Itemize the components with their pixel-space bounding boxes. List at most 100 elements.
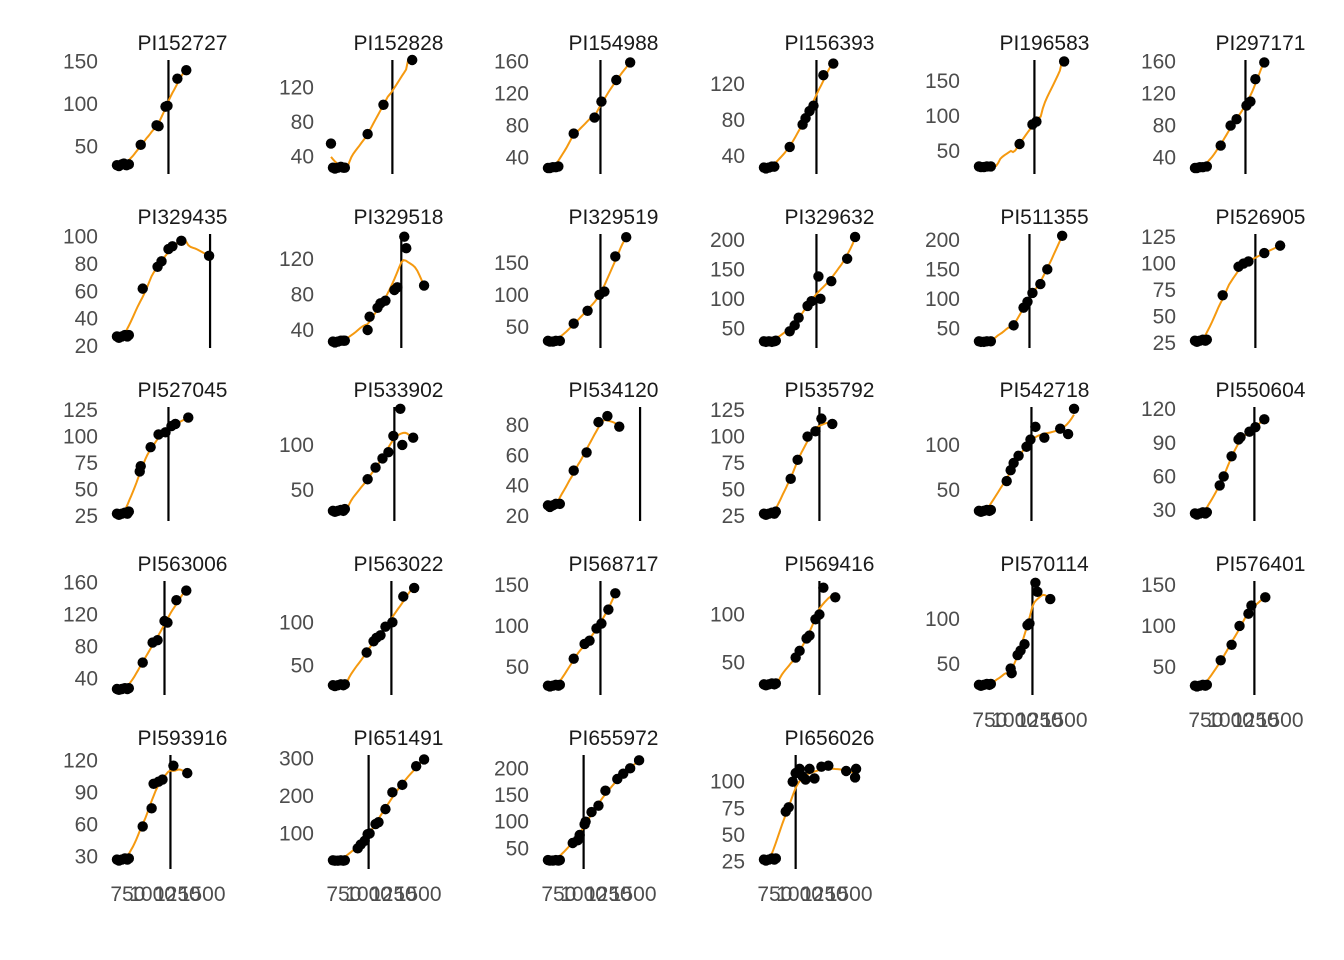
data-point (554, 498, 566, 510)
data-point (814, 609, 825, 620)
fit-curve (979, 60, 1065, 168)
panel-pi297171: PI297171 40 80 120 160 (1141, 32, 1305, 174)
y-tick-label: 150 (494, 574, 529, 597)
y-tick-label: 50 (722, 317, 745, 340)
y-tick-label: 150 (494, 252, 529, 275)
panel-title: PI563022 (354, 553, 444, 576)
y-tick-label: 80 (291, 111, 314, 134)
y-tick-label: 90 (75, 781, 98, 804)
data-point (840, 765, 852, 777)
data-point (397, 439, 408, 451)
panel-title: PI329435 (138, 206, 228, 229)
data-point (1030, 577, 1041, 589)
x-tick-label: 1250 (585, 883, 632, 906)
panel-title: PI569416 (785, 553, 875, 576)
panel-title: PI527045 (138, 379, 228, 402)
panel-title: PI152828 (354, 32, 444, 55)
y-tick-label: 25 (75, 505, 98, 528)
x-tick-label: 750 (541, 883, 576, 906)
data-point (123, 329, 135, 341)
data-point (135, 460, 146, 472)
data-point (399, 231, 410, 242)
data-point (614, 421, 625, 432)
data-point (610, 588, 621, 599)
y-tick-label: 200 (925, 229, 960, 252)
y-tick-label: 50 (1153, 656, 1176, 679)
y-tick-label: 25 (722, 851, 745, 874)
data-point (849, 772, 861, 783)
data-point (1259, 414, 1270, 425)
y-tick-label: 200 (279, 785, 314, 808)
y-tick-label: 90 (1153, 432, 1176, 455)
y-tick-label: 80 (722, 109, 745, 132)
data-point (580, 816, 591, 827)
data-point (624, 763, 636, 774)
y-tick-label: 60 (75, 813, 98, 836)
data-point (568, 653, 579, 664)
data-point (339, 335, 351, 346)
data-point (135, 139, 146, 151)
data-point (387, 787, 398, 798)
panel-title: PI196583 (1000, 32, 1090, 55)
y-tick-label: 100 (494, 284, 529, 307)
data-point (157, 774, 168, 785)
panel-pi329435: PI329435 20 40 60 80 100 (63, 206, 228, 358)
data-point (818, 582, 829, 593)
y-tick-label: 40 (1153, 147, 1176, 170)
y-tick-label: 40 (722, 145, 745, 168)
data-point (1250, 74, 1261, 85)
panel-title: PI576401 (1216, 553, 1306, 576)
data-point (770, 506, 782, 517)
data-point (603, 604, 614, 615)
x-tick-label: 750 (972, 709, 1007, 732)
data-point (770, 678, 782, 689)
panel-pi535792: PI535792 25 50 75 100 125 (710, 379, 875, 528)
panel-title: PI156393 (785, 32, 875, 55)
y-tick-label: 50 (1153, 305, 1176, 328)
y-tick-label: 40 (75, 308, 98, 331)
panel-pi329519: PI329519 50 100 150 (494, 206, 659, 348)
y-tick-label: 80 (75, 253, 98, 276)
data-point (769, 161, 780, 172)
panel-title: PI329519 (569, 206, 659, 229)
data-point (1035, 278, 1046, 290)
panel-title: PI329632 (785, 206, 875, 229)
y-tick-label: 150 (494, 784, 529, 807)
x-tick-label: 1500 (1041, 709, 1088, 732)
data-point (181, 64, 192, 76)
fit-curve (764, 236, 857, 343)
y-tick-label: 50 (722, 824, 745, 847)
y-tick-label: 120 (63, 604, 98, 627)
data-point (600, 785, 611, 796)
panel-title: PI535792 (785, 379, 875, 402)
data-point (362, 324, 373, 336)
data-point (602, 410, 613, 422)
y-tick-label: 50 (291, 654, 314, 677)
data-point (383, 446, 394, 458)
panel-pi568717: PI568717 50 100 150 (494, 553, 658, 695)
data-point (1250, 421, 1261, 433)
data-point (827, 418, 838, 430)
y-tick-label: 20 (506, 505, 529, 528)
data-point (841, 253, 853, 264)
data-point (203, 250, 215, 262)
data-point (137, 283, 148, 294)
data-point (406, 54, 418, 66)
data-point (783, 802, 794, 813)
data-point (582, 305, 593, 316)
data-point (792, 454, 803, 466)
panel-pi569416: PI569416 50 100 (710, 553, 875, 695)
data-point (1226, 639, 1237, 650)
y-tick-label: 50 (75, 478, 98, 501)
y-tick-label: 100 (710, 604, 745, 627)
data-point (830, 592, 841, 603)
x-tick-label: 750 (757, 883, 792, 906)
x-tick-label: 1000 (560, 883, 607, 906)
data-point (361, 647, 372, 658)
data-point (1056, 230, 1068, 241)
y-tick-label: 50 (722, 478, 745, 501)
y-tick-label: 120 (1141, 83, 1176, 106)
data-point (785, 473, 796, 485)
